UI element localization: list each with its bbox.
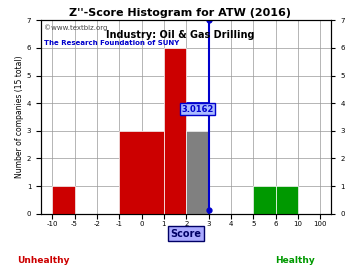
Text: The Research Foundation of SUNY: The Research Foundation of SUNY <box>44 40 179 46</box>
Bar <box>253 186 276 214</box>
Text: ©www.textbiz.org: ©www.textbiz.org <box>44 24 107 31</box>
Text: Unhealthy: Unhealthy <box>17 256 69 265</box>
Bar <box>276 186 298 214</box>
Bar <box>186 131 208 214</box>
Text: Z''-Score Histogram for ATW (2016): Z''-Score Histogram for ATW (2016) <box>69 8 291 18</box>
Text: 3.0162: 3.0162 <box>181 104 213 114</box>
X-axis label: Score: Score <box>171 229 202 239</box>
Y-axis label: Number of companies (15 total): Number of companies (15 total) <box>15 56 24 178</box>
Bar <box>119 131 164 214</box>
Text: Healthy: Healthy <box>275 256 315 265</box>
Bar <box>52 186 75 214</box>
Text: Industry: Oil & Gas Drilling: Industry: Oil & Gas Drilling <box>106 30 254 40</box>
Bar <box>164 48 186 214</box>
